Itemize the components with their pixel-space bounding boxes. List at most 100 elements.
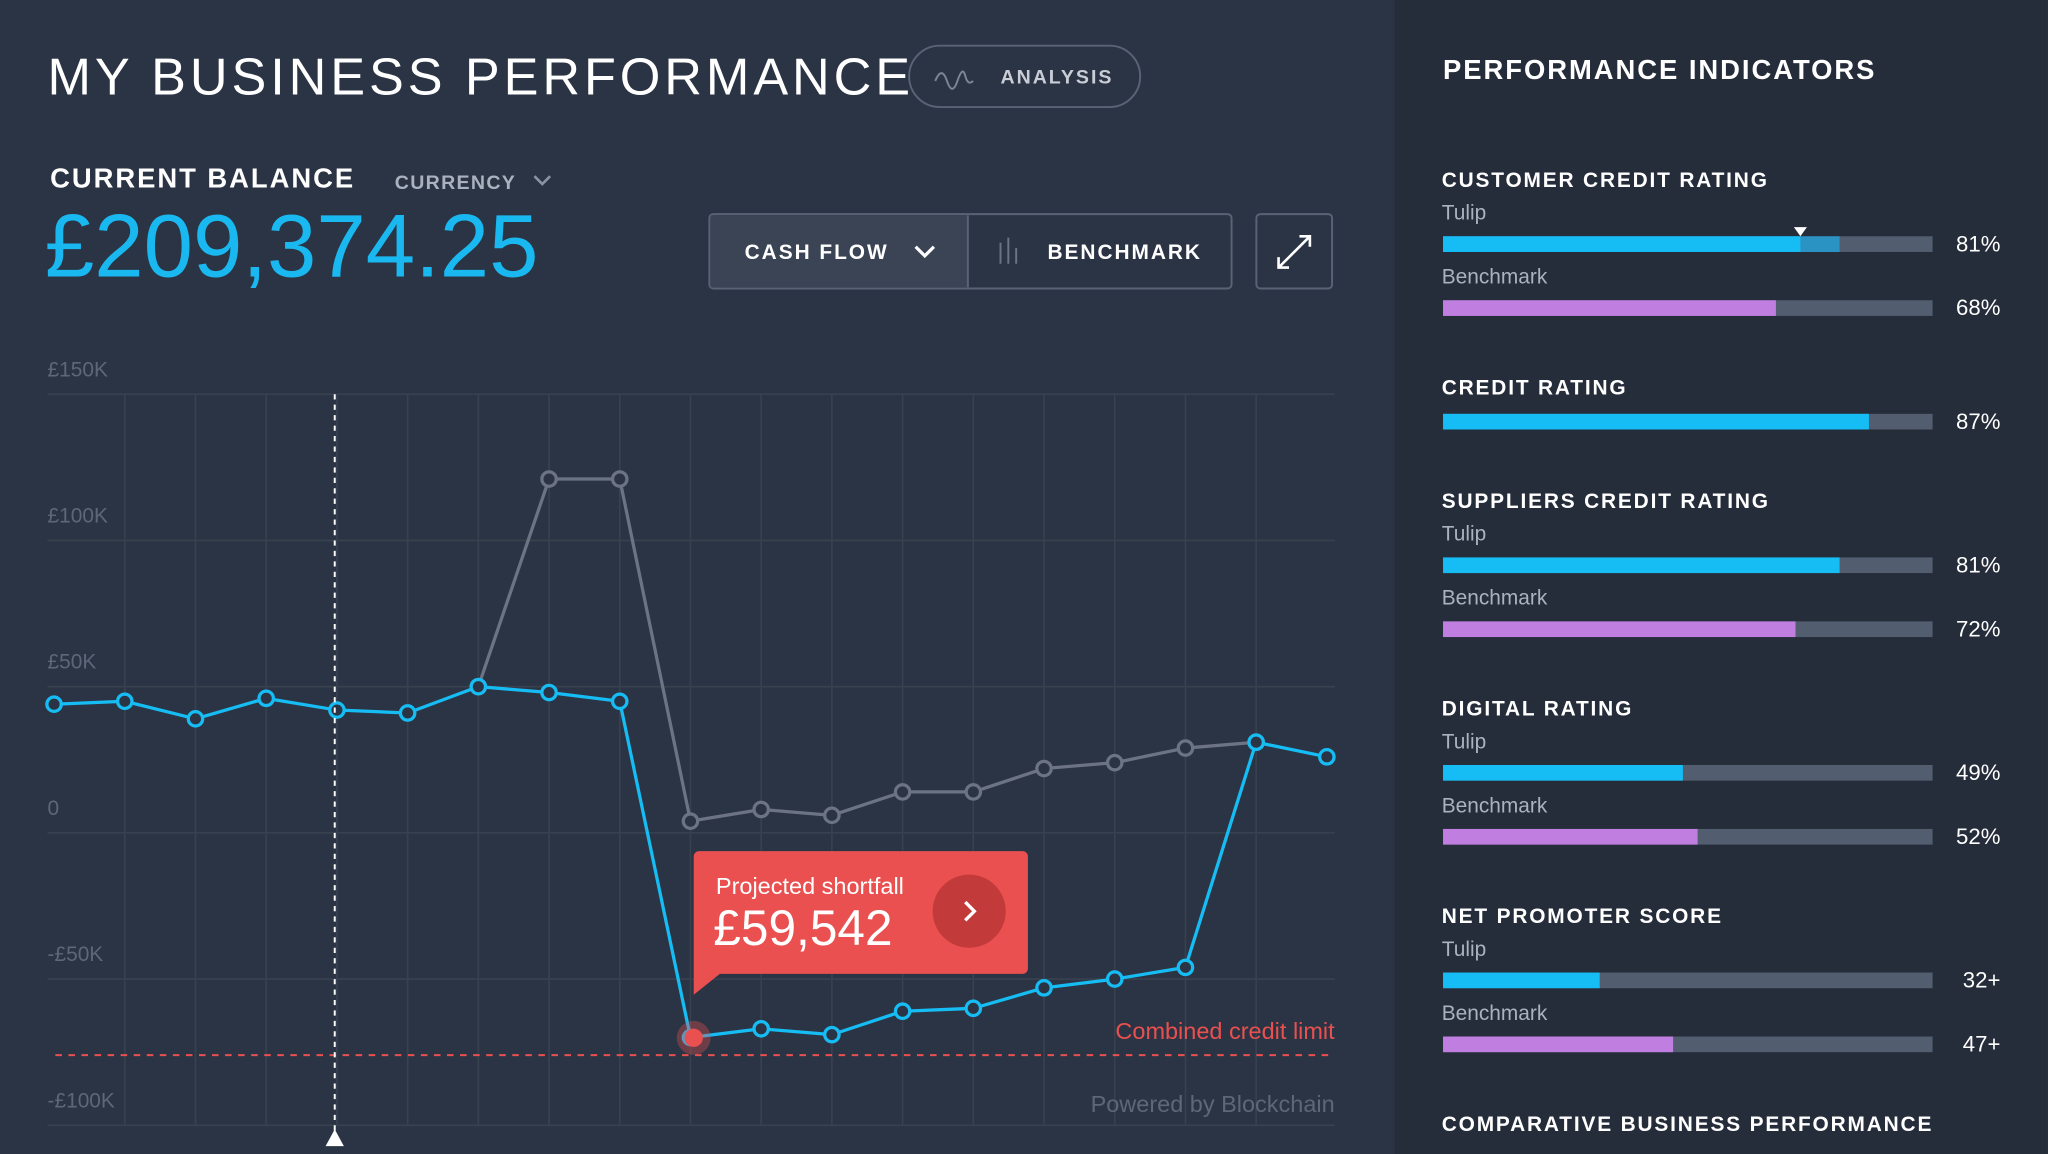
callout-amount: £59,542: [713, 900, 892, 956]
balance-label: CURRENT BALANCE: [50, 162, 355, 193]
chevron-icon: [914, 245, 936, 259]
cursor-handle[interactable]: [325, 1129, 344, 1147]
y-tick-label: -£100K: [48, 1089, 115, 1112]
toggle-active: [710, 215, 968, 288]
y-tick-label: -£50K: [48, 943, 104, 966]
data-point: [398, 704, 417, 722]
data-point: [964, 999, 983, 1018]
chevron-icon: [533, 175, 552, 186]
currency-label: CURRENCY: [395, 172, 516, 194]
y-tick-label: £150K: [48, 358, 108, 381]
row-label: Benchmark: [1442, 587, 1548, 610]
data-point: [186, 710, 205, 728]
data-point: [610, 470, 629, 488]
data-point: [540, 470, 558, 488]
data-point: [1176, 958, 1195, 977]
bar-fill: [1443, 300, 1776, 316]
analysis-button[interactable]: ANALYSIS: [908, 44, 1142, 109]
section-title: NET PROMOTER SCORE: [1442, 905, 1723, 928]
view-toggle: CASH FLOW BENCHMARK: [708, 213, 1233, 290]
bar-fill: [1443, 972, 1600, 989]
data-point: [964, 783, 983, 801]
value-label: 52%: [1956, 824, 2000, 849]
benchmark-toggle[interactable]: BENCHMARK: [999, 237, 1202, 264]
bar-fill: [1443, 828, 1698, 845]
data-point: [893, 1002, 912, 1021]
value-label: 47+: [1963, 1032, 2001, 1057]
bar-fill: [1443, 236, 1801, 252]
data-point: [823, 806, 841, 825]
bar-marker: [1793, 227, 1807, 237]
section-title: COMPARATIVE BUSINESS PERFORMANCE: [1442, 1113, 1933, 1136]
series-line: [476, 477, 1257, 823]
data-point: [1105, 970, 1124, 988]
expand-icon: [1277, 234, 1312, 269]
data-point: [115, 692, 134, 711]
y-tick-label: £50K: [48, 651, 97, 674]
toggle-label: BENCHMARK: [1047, 241, 1201, 264]
performance-indicators: PERFORMANCE INDICATORS CUSTOMER CREDIT RA…: [1442, 54, 2001, 1136]
row-label: Tulip: [1442, 202, 1486, 225]
row-label: Tulip: [1442, 523, 1486, 546]
cash-flow-chart: £150K £100K £50K 0 -£50K -£100K Combined credi…: [45, 358, 1336, 1127]
chevron-icon: [964, 900, 977, 922]
data-point: [681, 812, 700, 830]
page-title: MY BUSINESS PERFORMANCE: [48, 49, 915, 107]
balance-amount: £209,374.25: [45, 197, 539, 296]
callout-button: [932, 874, 1006, 948]
data-point: [540, 683, 558, 702]
value-label: 81%: [1956, 552, 2000, 577]
section-title: CREDIT RATING: [1442, 377, 1628, 400]
data-point: [610, 692, 629, 711]
button-label: ANALYSIS: [1001, 66, 1114, 88]
row-label: Benchmark: [1442, 266, 1548, 289]
data-point: [328, 701, 346, 719]
y-tick-label: 0: [48, 797, 60, 820]
shortfall-point: [684, 1028, 703, 1047]
shortfall-callout[interactable]: Projected shortfall £59,542: [693, 851, 1028, 995]
bar-fill: [1443, 764, 1683, 781]
cash-flow-dropdown[interactable]: CASH FLOW: [710, 215, 968, 288]
bar-fill: [1443, 413, 1869, 430]
data-point: [1035, 759, 1053, 778]
footer-note: Powered by Blockchain: [1091, 1091, 1335, 1117]
currency-dropdown[interactable]: CURRENCY: [395, 172, 552, 194]
y-tick-label: £100K: [48, 504, 108, 527]
button-outline: [1255, 213, 1334, 290]
data-point: [1318, 748, 1336, 766]
row-label: Benchmark: [1442, 794, 1548, 817]
side-panel: [1394, 0, 2048, 1154]
value-label: 32+: [1963, 968, 2001, 993]
bars-icon: [999, 237, 1018, 264]
value-label: 87%: [1956, 409, 2000, 434]
button-outline: [908, 44, 1142, 109]
data-point: [823, 1025, 841, 1044]
data-point: [752, 800, 770, 819]
value-label: 68%: [1956, 295, 2000, 320]
credit-limit-label: Combined credit limit: [1115, 1018, 1335, 1044]
expand-button[interactable]: [1255, 213, 1334, 290]
value-label: 81%: [1956, 231, 2000, 256]
row-label: Tulip: [1442, 938, 1486, 961]
wave-icon: [934, 70, 974, 90]
data-point: [752, 1019, 770, 1038]
row-label: Tulip: [1442, 730, 1486, 753]
data-point: [1247, 733, 1265, 752]
row-label: Benchmark: [1442, 1002, 1548, 1025]
callout-label: Projected shortfall: [716, 873, 904, 899]
panel-title: PERFORMANCE INDICATORS: [1443, 54, 1876, 85]
data-point: [45, 695, 63, 714]
value-label: 49%: [1956, 760, 2000, 785]
bar-fill: [1443, 557, 1840, 574]
data-point: [469, 677, 488, 696]
toggle-outline: [708, 213, 1233, 290]
data-point: [257, 689, 276, 708]
data-point: [1105, 753, 1124, 772]
bar-fill: [1443, 1036, 1674, 1053]
bar-fill: [1443, 621, 1796, 638]
data-point: [1035, 979, 1053, 997]
value-label: 72%: [1956, 616, 2000, 641]
data-point: [1176, 739, 1195, 757]
section-title: DIGITAL RATING: [1442, 698, 1633, 721]
